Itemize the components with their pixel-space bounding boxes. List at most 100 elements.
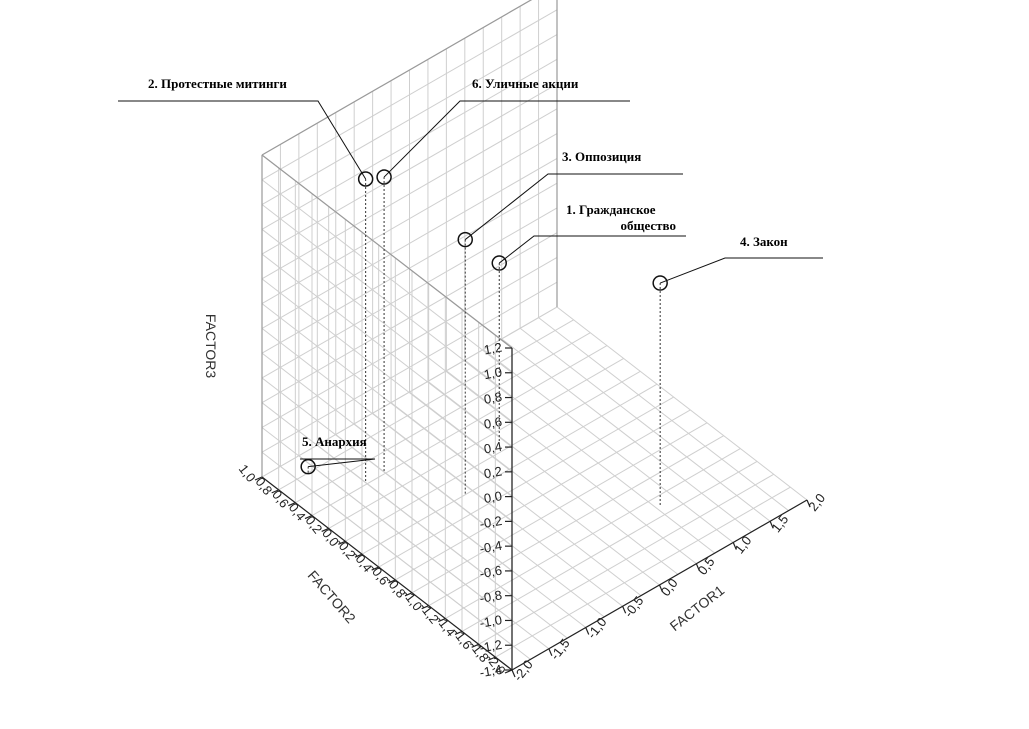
- right-wall-grid-line: [261, 58, 558, 230]
- left-wall-grid-line: [261, 451, 513, 646]
- left-wall-grid-line: [261, 278, 513, 473]
- label-leader-line: [498, 235, 686, 264]
- z-tick-label: -0,2: [478, 513, 503, 532]
- left-wall-grid-line: [261, 179, 513, 374]
- grid-lines: [261, 0, 808, 671]
- y-tick-mark: [371, 566, 379, 571]
- label-leader-line: [300, 458, 376, 468]
- y-axis-title: FACTOR2: [305, 567, 359, 626]
- floor-grid-line: [519, 327, 771, 522]
- right-wall-grid-line: [261, 34, 558, 205]
- point-label: 6. Уличные акции: [472, 76, 579, 91]
- label-leader-line: [464, 173, 683, 240]
- z-tick-label: 1,0: [483, 364, 503, 382]
- y-tick-mark: [471, 643, 479, 648]
- y-tick-mark: [338, 540, 346, 545]
- point-label: 2. Протестные митинги: [148, 76, 287, 91]
- right-wall-grid-line: [261, 108, 558, 280]
- x-tick-label: -0,5: [621, 593, 647, 620]
- y-tick-mark: [504, 669, 513, 674]
- z-axis-title: FACTOR3: [203, 314, 219, 379]
- floor-grid-line: [556, 306, 808, 501]
- floor-grid-line: [409, 391, 660, 586]
- label-leader-line: [118, 100, 367, 180]
- label-leader-line: [659, 257, 823, 284]
- right-wall-grid-line: [261, 83, 558, 255]
- right-wall-grid-line: [261, 306, 558, 478]
- y-axis-line: [261, 476, 513, 671]
- y-tick-mark: [421, 605, 429, 610]
- z-tick-label: 0,8: [483, 389, 503, 407]
- left-wall-grid-line: [261, 352, 513, 547]
- x-tick-label: 1,0: [732, 533, 755, 556]
- right-wall-grid-line: [261, 232, 558, 404]
- right-wall-grid-line: [261, 157, 558, 329]
- x-tick-label: 0,5: [695, 554, 718, 577]
- point-marker: [357, 171, 374, 187]
- point-label: 1. Гражданское общество: [566, 202, 676, 233]
- x-tick-mark: [548, 648, 553, 656]
- left-wall-grid-line: [261, 427, 513, 621]
- y-tick-mark: [288, 502, 296, 507]
- z-tick-label: -1,2: [478, 637, 503, 656]
- x-tick-label: 0,0: [658, 575, 681, 598]
- x-tick-mark: [695, 563, 700, 571]
- x-tick-mark: [806, 499, 811, 508]
- floor-grid-line: [427, 380, 679, 575]
- left-wall-grid-line: [261, 377, 513, 572]
- x-tick-label: -1,5: [547, 636, 573, 663]
- y-tick-mark: [388, 579, 396, 584]
- z-tick-label: 0,6: [483, 414, 503, 432]
- z-tick-label: -0,4: [478, 538, 503, 557]
- x-tick-label: 2,0: [805, 490, 828, 513]
- right-wall-grid-line: [261, 207, 558, 379]
- left-wall-grid-line: [261, 253, 513, 448]
- point-marker: [300, 458, 316, 475]
- chart-frame: [261, 0, 808, 671]
- y-tick-mark: [354, 553, 363, 558]
- point-marker: [652, 275, 668, 291]
- y-tick-mark: [454, 630, 463, 635]
- point-marker: [491, 255, 507, 271]
- z-tick-label: -0,8: [478, 587, 503, 606]
- floor-grid-line: [501, 338, 752, 533]
- y-tick-mark: [271, 489, 279, 494]
- point-marker: [457, 231, 473, 248]
- z-tick-label: 0,2: [483, 463, 503, 481]
- floor-grid-line: [464, 359, 716, 554]
- y-tick-mark: [404, 592, 413, 597]
- right-wall-grid-line: [261, 9, 558, 181]
- left-wall-grid-line: [261, 327, 513, 522]
- y-tick-mark: [321, 527, 329, 533]
- frame-edge: [261, 154, 513, 349]
- floor-grid-line: [482, 349, 734, 543]
- right-wall-grid-line: [261, 257, 558, 428]
- label-leader-line: [383, 100, 630, 178]
- point-label: 4. Закон: [740, 234, 788, 249]
- floor-grid-line: [538, 317, 789, 512]
- y-tick-mark: [438, 617, 446, 623]
- right-wall-grid-line: [261, 133, 558, 305]
- left-wall-grid-line: [261, 204, 513, 398]
- x-tick-mark: [732, 542, 737, 550]
- x-tick-mark: [511, 669, 516, 678]
- x-tick-mark: [622, 606, 627, 614]
- left-wall-grid-line: [261, 402, 513, 597]
- y-tick-mark: [488, 656, 496, 661]
- left-wall-grid-line: [261, 228, 513, 423]
- z-tick-label: 0,0: [483, 488, 503, 506]
- drop-lines: [307, 177, 661, 506]
- left-wall-grid-line: [261, 303, 513, 498]
- right-wall-grid-line: [261, 281, 558, 453]
- x-tick-mark: [658, 584, 664, 593]
- y-tick-mark: [304, 515, 313, 520]
- y-tick-mark: [254, 476, 263, 481]
- z-tick-label: 0,4: [483, 439, 503, 457]
- z-tick-label: 1,2: [483, 340, 503, 358]
- z-tick-label: -1,4: [478, 662, 503, 681]
- point-marker: [376, 169, 392, 185]
- z-tick-label: -1,0: [478, 612, 503, 631]
- x-tick-mark: [769, 521, 774, 529]
- z-tick-label: -0,6: [478, 562, 503, 581]
